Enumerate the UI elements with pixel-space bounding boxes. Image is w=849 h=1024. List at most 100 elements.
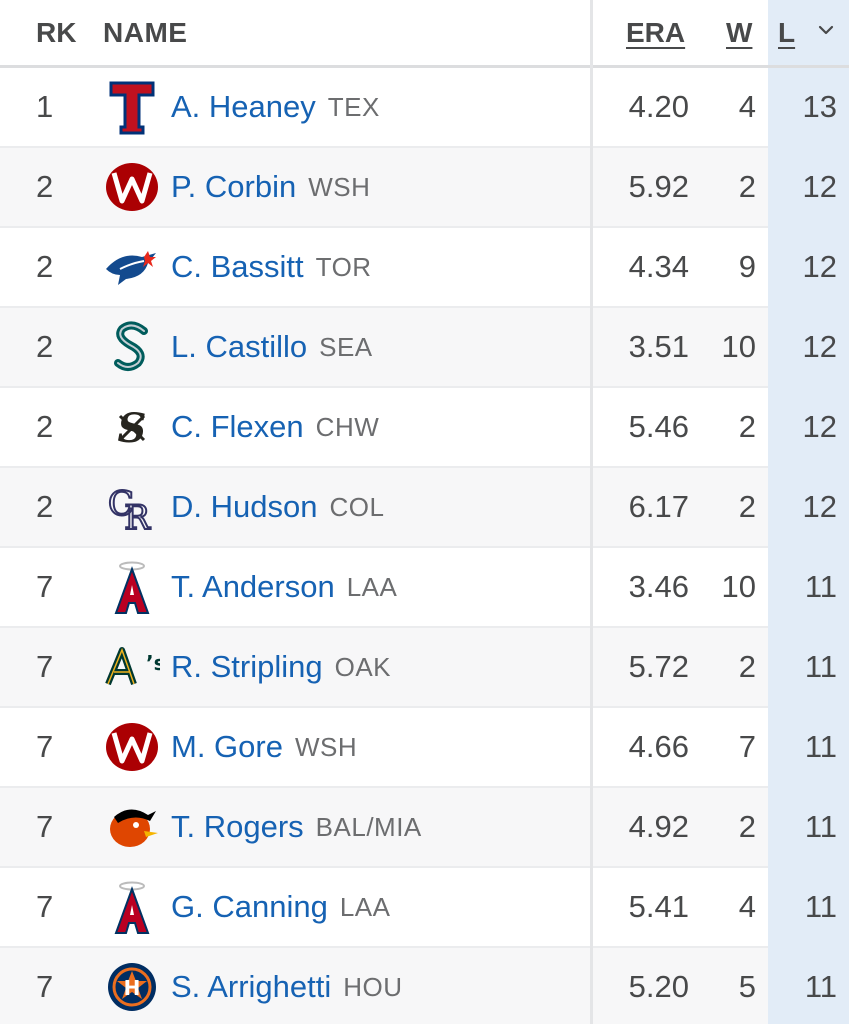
table-row: 7 H S. Arrighetti HOU 5.20 5 11 xyxy=(0,948,849,1024)
team-abbrev: CHW xyxy=(315,411,380,442)
svg-text:H: H xyxy=(124,976,141,1000)
rank-cell: 1 xyxy=(36,89,54,124)
player-name-link[interactable]: C. Bassitt xyxy=(171,249,304,284)
player-name-link[interactable]: M. Gore xyxy=(171,729,283,764)
player-cell: S. Arrighetti HOU xyxy=(171,948,403,1024)
team-abbrev: LAA xyxy=(346,571,398,602)
wins-cell: 10 xyxy=(721,329,756,364)
era-cell: 5.20 xyxy=(628,969,689,1004)
team-abbrev: COL xyxy=(329,491,385,522)
player-name-link[interactable]: L. Castillo xyxy=(171,329,308,364)
column-header-w[interactable]: W xyxy=(726,16,753,48)
rank-cell: 2 xyxy=(36,409,54,444)
player-name-link[interactable]: P. Corbin xyxy=(171,169,297,204)
player-name-link[interactable]: R. Stripling xyxy=(171,649,323,684)
table-row: 2 L. Castillo SEA 3.51 10 12 xyxy=(0,308,849,388)
player-name-link[interactable]: D. Hudson xyxy=(171,489,318,524)
oakland-athletics-logo-icon: ’s xyxy=(104,628,160,706)
era-cell: 3.51 xyxy=(628,329,689,364)
table-body: 1 A. Heaney TEX 4.20 4 13 2 P. Corbin WSH 5.92 2 12… xyxy=(0,68,849,1024)
toronto-blue-jays-logo-icon xyxy=(104,228,160,306)
player-cell: M. Gore WSH xyxy=(171,708,357,786)
rank-cell: 7 xyxy=(36,809,54,844)
rank-cell: 2 xyxy=(36,169,54,204)
era-cell: 5.92 xyxy=(628,169,689,204)
era-cell: 5.46 xyxy=(628,409,689,444)
rank-cell: 7 xyxy=(36,969,54,1004)
rank-cell: 2 xyxy=(36,489,54,524)
wins-cell: 2 xyxy=(738,809,756,844)
team-abbrev: BAL/MIA xyxy=(315,811,422,842)
sorted-column-highlight xyxy=(768,68,849,1024)
team-abbrev: TEX xyxy=(327,91,380,122)
rank-cell: 7 xyxy=(36,649,54,684)
player-name-link[interactable]: T. Rogers xyxy=(171,809,304,844)
team-abbrev: WSH xyxy=(308,171,371,202)
table-row: 1 A. Heaney TEX 4.20 4 13 xyxy=(0,68,849,148)
wins-cell: 9 xyxy=(738,249,756,284)
era-cell: 4.66 xyxy=(628,729,689,764)
los-angeles-angels-logo-icon xyxy=(104,548,160,626)
table-row: 2 C R D. Hudson COL 6.17 2 12 xyxy=(0,468,849,548)
wins-cell: 2 xyxy=(738,169,756,204)
player-cell: G. Canning LAA xyxy=(171,868,390,946)
rank-cell: 7 xyxy=(36,569,54,604)
team-abbrev: TOR xyxy=(315,251,372,282)
player-cell: P. Corbin WSH xyxy=(171,148,370,226)
team-abbrev: SEA xyxy=(319,331,373,362)
washington-nationals-logo-icon xyxy=(104,148,160,226)
losses-cell: 11 xyxy=(804,889,837,924)
wins-cell: 2 xyxy=(738,409,756,444)
column-header-name: NAME xyxy=(103,16,188,48)
texas-rangers-logo-icon xyxy=(104,68,160,146)
team-abbrev: LAA xyxy=(339,891,391,922)
column-divider xyxy=(590,0,593,1024)
losses-cell: 12 xyxy=(802,169,837,204)
player-name-link[interactable]: G. Canning xyxy=(171,889,328,924)
column-header-era[interactable]: ERA xyxy=(626,16,686,48)
era-cell: 4.34 xyxy=(628,249,689,284)
losses-cell: 11 xyxy=(804,729,837,764)
table-header: RK NAME ERA W L xyxy=(0,0,849,68)
table-row: 7 G. Canning LAA 5.41 4 11 xyxy=(0,868,849,948)
table-row: 2 S C. Flexen CHW 5.46 2 12 xyxy=(0,388,849,468)
player-cell: A. Heaney TEX xyxy=(171,68,380,146)
svg-text:C: C xyxy=(108,484,134,524)
rank-cell: 2 xyxy=(36,329,54,364)
table-row: 7 ’s R. Stripling OAK 5.72 2 11 xyxy=(0,628,849,708)
player-cell: C. Bassitt TOR xyxy=(171,228,372,306)
wins-cell: 2 xyxy=(738,649,756,684)
player-cell: L. Castillo SEA xyxy=(171,308,373,386)
player-name-link[interactable]: T. Anderson xyxy=(171,569,335,604)
column-header-l[interactable]: L xyxy=(768,0,849,65)
chicago-white-sox-logo-icon: S xyxy=(104,388,160,466)
era-cell: 4.92 xyxy=(628,809,689,844)
wins-cell: 4 xyxy=(738,89,756,124)
player-cell: D. Hudson COL xyxy=(171,468,384,546)
player-cell: R. Stripling OAK xyxy=(171,628,391,706)
table-row: 2 P. Corbin WSH 5.92 2 12 xyxy=(0,148,849,228)
player-name-link[interactable]: A. Heaney xyxy=(171,89,316,124)
rank-cell: 7 xyxy=(36,729,54,764)
player-name-link[interactable]: C. Flexen xyxy=(171,409,304,444)
table-row: 2 C. Bassitt TOR 4.34 9 12 xyxy=(0,228,849,308)
svg-text:’s: ’s xyxy=(146,651,160,675)
player-cell: T. Anderson LAA xyxy=(171,548,397,626)
losses-cell: 11 xyxy=(804,969,837,1004)
losses-cell: 12 xyxy=(802,409,837,444)
houston-astros-logo-icon: H xyxy=(104,948,160,1024)
rank-cell: 2 xyxy=(36,249,54,284)
wins-cell: 7 xyxy=(738,729,756,764)
wins-cell: 10 xyxy=(721,569,756,604)
losses-cell: 11 xyxy=(804,569,837,604)
player-name-link[interactable]: S. Arrighetti xyxy=(171,969,332,1004)
wins-cell: 5 xyxy=(738,969,756,1004)
chevron-down-icon[interactable] xyxy=(816,20,836,40)
team-abbrev: WSH xyxy=(294,731,358,762)
player-cell: C. Flexen CHW xyxy=(171,388,379,466)
era-cell: 5.41 xyxy=(628,889,689,924)
svg-text:R: R xyxy=(124,498,151,535)
era-cell: 3.46 xyxy=(628,569,689,604)
